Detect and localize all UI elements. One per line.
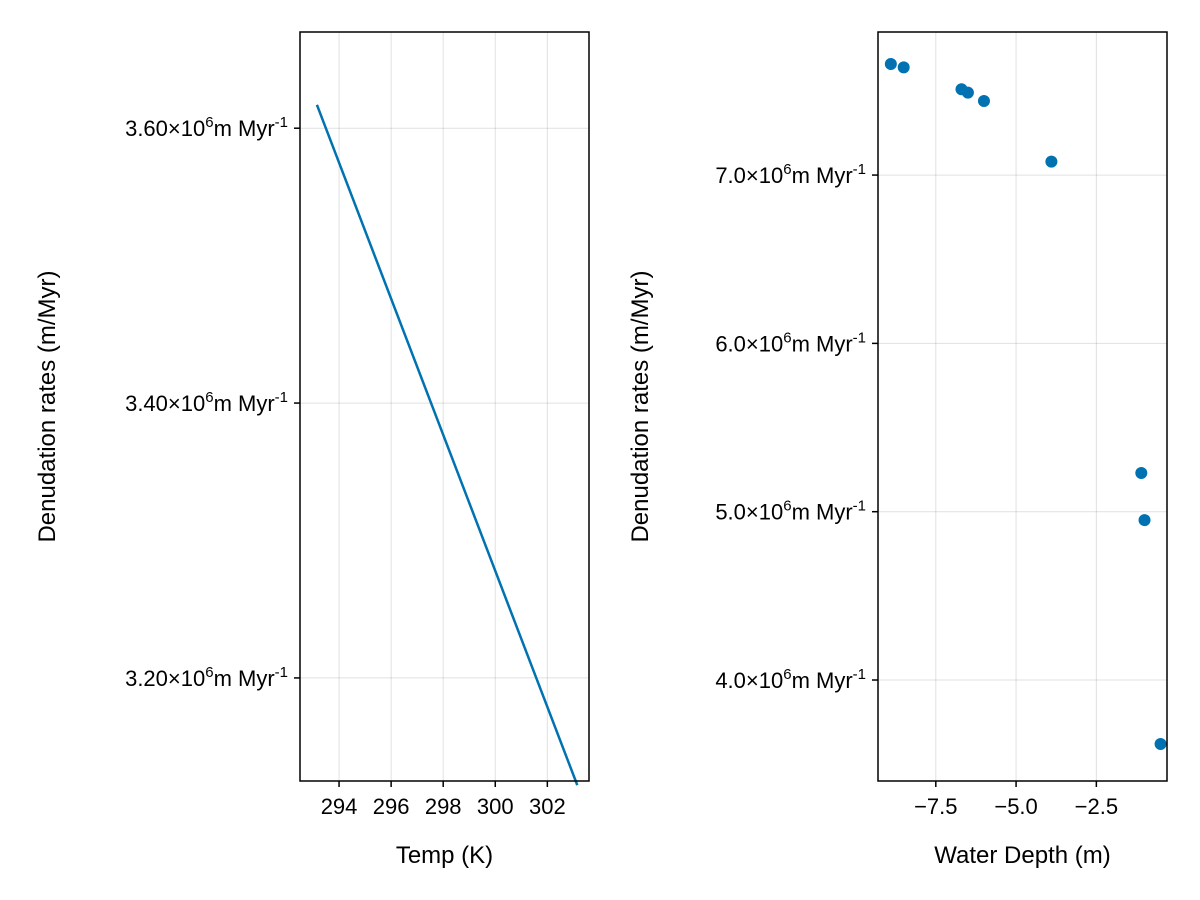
x-tick-label: 300 <box>477 794 514 819</box>
y-tick-label: 6.0×106m Myr-1 <box>715 329 866 356</box>
scatter-point <box>897 61 910 74</box>
scatter-point <box>1138 514 1151 527</box>
x-tick-label: −7.5 <box>914 794 957 819</box>
y-tick-label: 7.0×106m Myr-1 <box>715 161 866 188</box>
scatter-point <box>977 95 990 108</box>
x-axis-label: Water Depth (m) <box>934 842 1110 869</box>
scatter-point <box>1045 155 1058 168</box>
scatter-point <box>961 86 974 99</box>
series-line <box>315 104 579 786</box>
y-axis-label: Denudation rates (m/Myr) <box>34 270 61 542</box>
x-tick-label: 298 <box>425 794 462 819</box>
x-tick-label: −5.0 <box>994 794 1037 819</box>
y-tick-label: 3.60×106m Myr-1 <box>125 114 288 141</box>
x-tick-label: −2.5 <box>1075 794 1118 819</box>
x-tick-label: 294 <box>321 794 358 819</box>
left-panel-line-chart: 294 296 298 300 302 3.20×106m Myr-1 3.40×106m … <box>34 31 590 869</box>
y-tick-label: 5.0×106m Myr-1 <box>715 498 866 525</box>
plot-frame <box>877 31 1168 782</box>
x-tick-label: 302 <box>529 794 566 819</box>
y-tick-label: 4.0×106m Myr-1 <box>715 666 866 693</box>
scatter-point <box>1135 466 1148 479</box>
x-tick-label: 296 <box>373 794 410 819</box>
x-axis-label: Temp (K) <box>396 842 493 869</box>
y-tick-label: 3.40×106m Myr-1 <box>125 389 288 416</box>
y-tick-label: 3.20×106m Myr-1 <box>125 664 288 691</box>
right-panel-scatter-chart: −7.5 −5.0 −2.5 4.0×106m Myr-1 5.0×106m Myr-1… <box>627 31 1168 869</box>
plot-frame <box>299 31 590 782</box>
scatter-point <box>1154 737 1167 750</box>
scatter-point <box>884 57 897 70</box>
y-axis-label: Denudation rates (m/Myr) <box>627 270 654 542</box>
